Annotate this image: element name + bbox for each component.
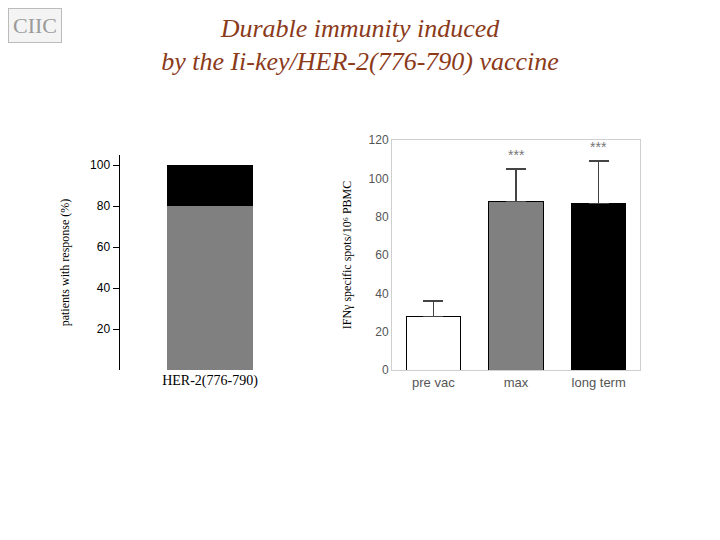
svg-text:20: 20 xyxy=(97,322,111,336)
svg-text:***: *** xyxy=(508,147,525,163)
svg-text:pre vac: pre vac xyxy=(412,375,455,390)
svg-text:Durable immunity inducedby the: Durable immunity inducedby the Ii-key/HE… xyxy=(161,14,559,77)
svg-text:0: 0 xyxy=(382,363,389,377)
svg-text:40: 40 xyxy=(97,281,111,295)
svg-text:60: 60 xyxy=(375,248,389,262)
svg-text:100: 100 xyxy=(369,172,389,186)
svg-text:80: 80 xyxy=(375,210,389,224)
svg-text:80: 80 xyxy=(97,199,111,213)
svg-text:IFNγ specific spots/10⁶ PBMC: IFNγ specific spots/10⁶ PBMC xyxy=(340,181,354,330)
svg-text:100: 100 xyxy=(90,158,110,172)
svg-text:patients with response (%): patients with response (%) xyxy=(58,199,72,327)
svg-text:60: 60 xyxy=(97,240,111,254)
svg-text:20: 20 xyxy=(375,325,389,339)
svg-text:HER-2(776-790): HER-2(776-790) xyxy=(162,373,258,389)
svg-text:***: *** xyxy=(590,139,607,155)
svg-text:long term: long term xyxy=(572,375,626,390)
svg-text:40: 40 xyxy=(375,287,389,301)
svg-text:120: 120 xyxy=(369,133,389,147)
svg-text:CIIC: CIIC xyxy=(13,13,57,38)
svg-text:max: max xyxy=(504,375,529,390)
